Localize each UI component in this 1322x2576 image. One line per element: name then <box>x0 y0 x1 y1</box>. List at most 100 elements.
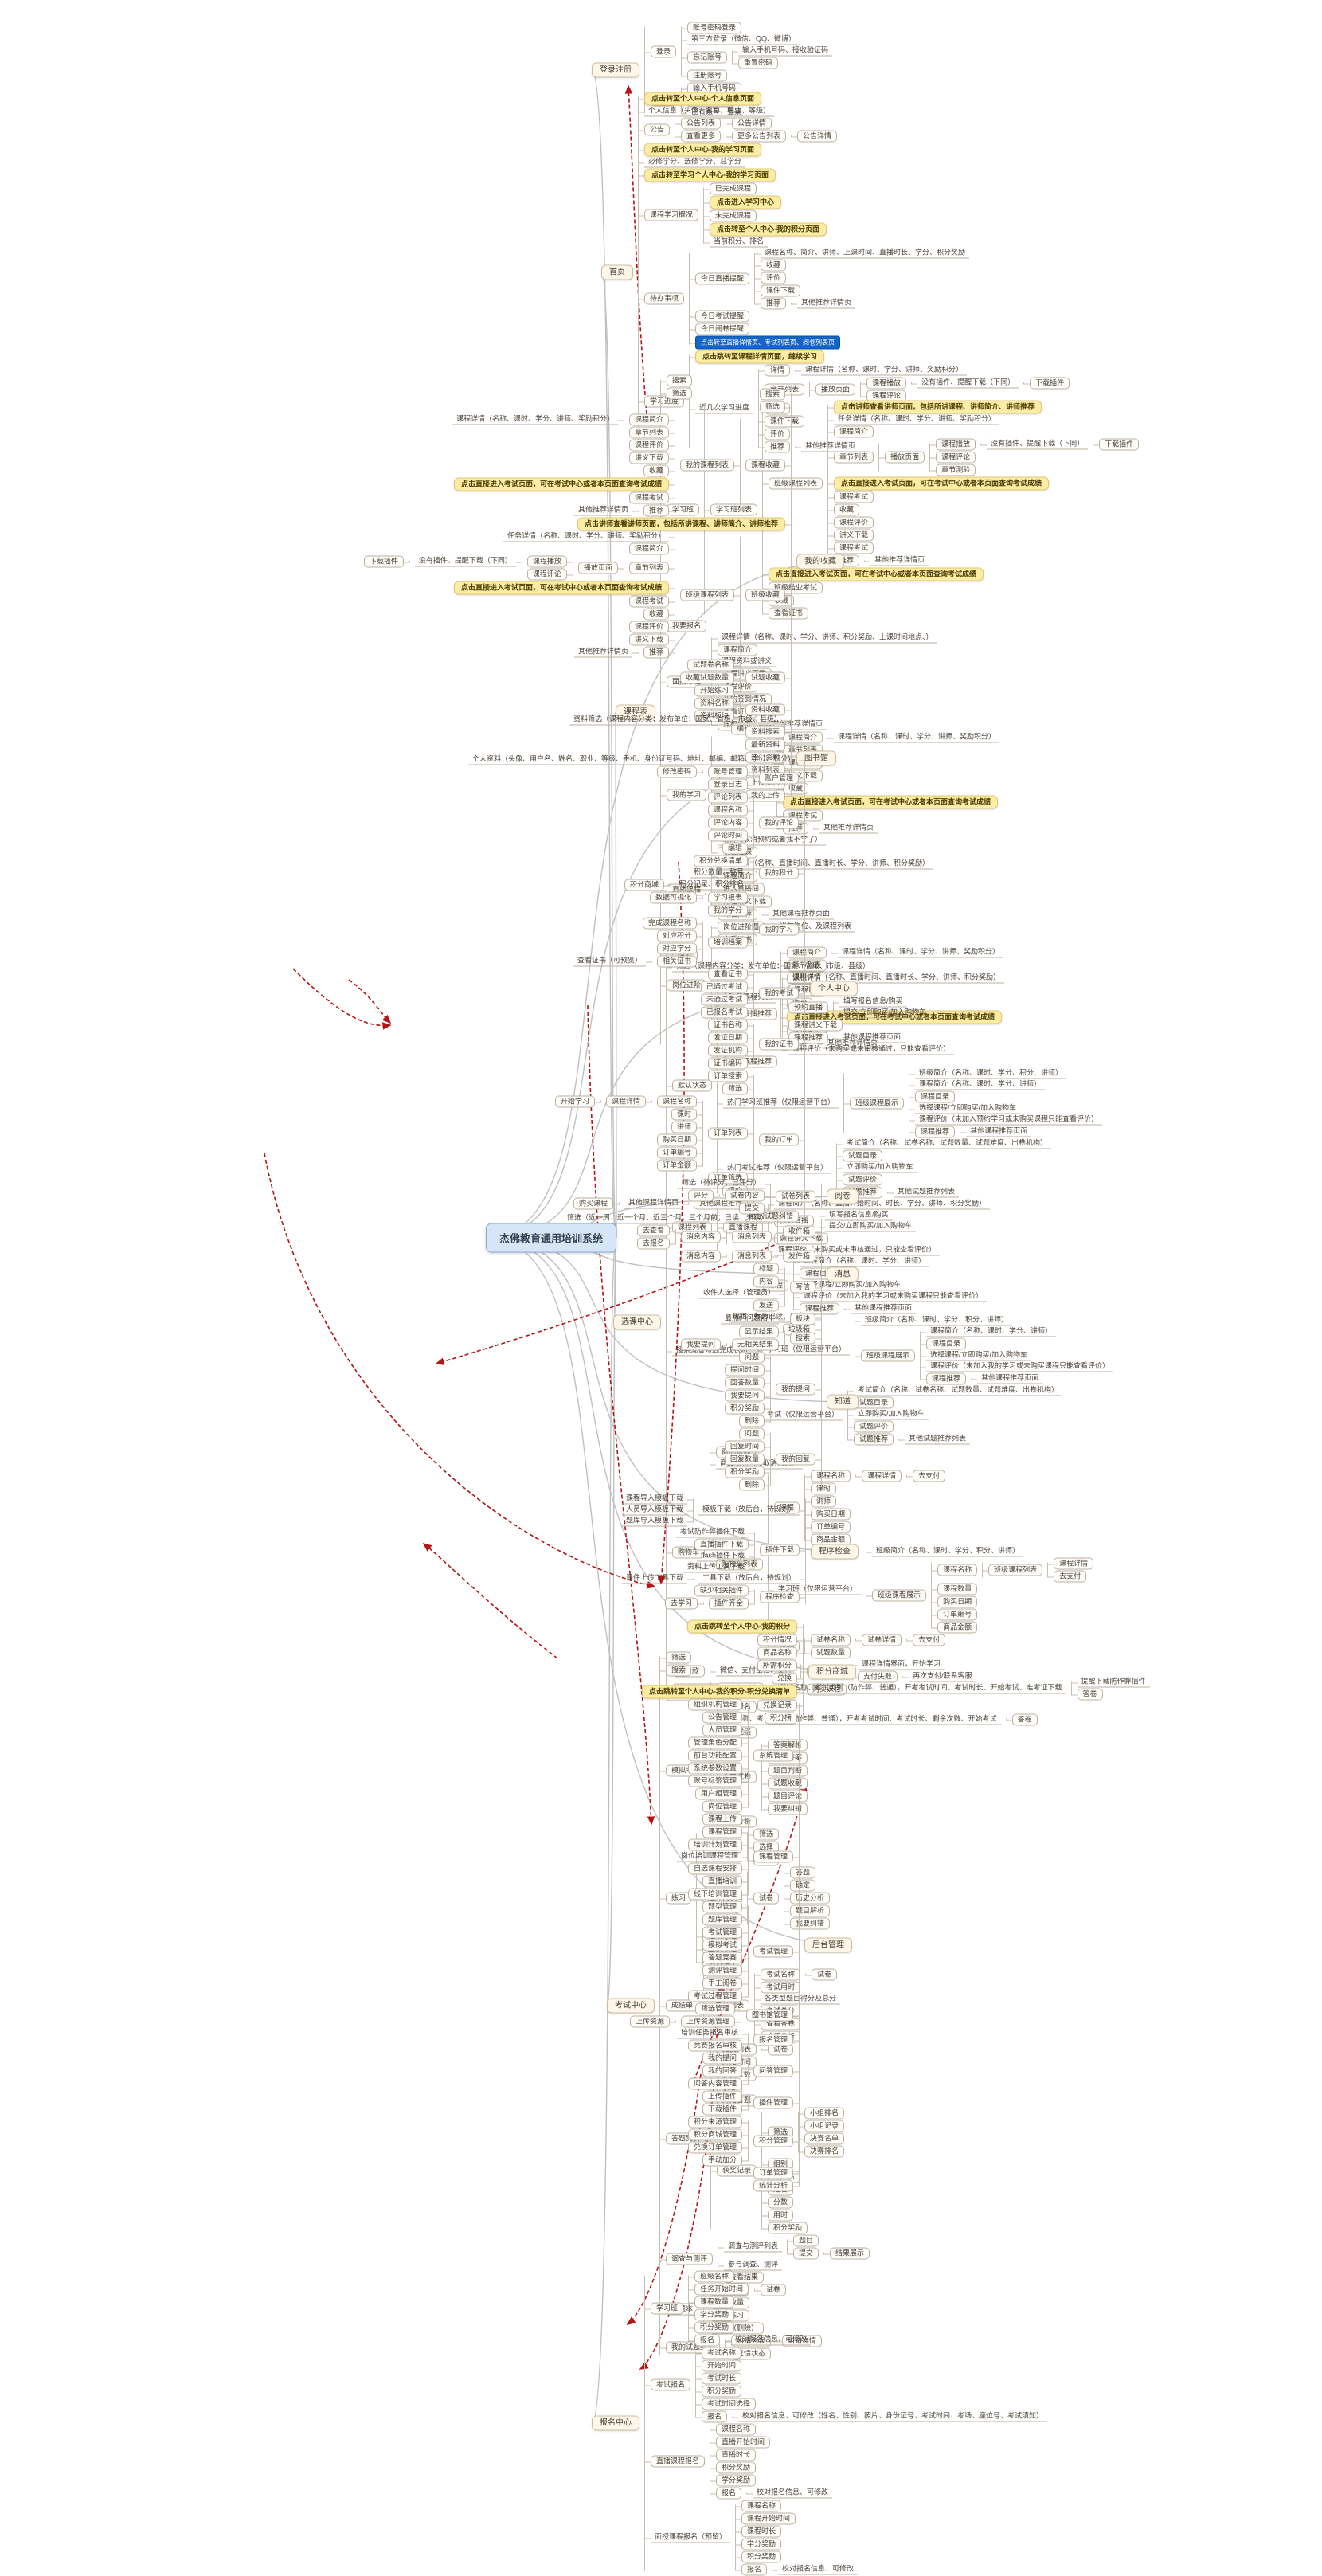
mindmap-node[interactable]: 筛选（课程内容分类；发布单位：国家、省级、市级、县级） <box>665 962 1113 973</box>
mindmap-node[interactable]: 评价 <box>758 428 1070 440</box>
mindmap-node[interactable]: 其他推荐详情页 <box>573 506 639 516</box>
mindmap-node[interactable]: 当前积分、排名 <box>703 237 827 248</box>
mindmap-node[interactable]: 课程简介（名称、课时、学分、讲师） <box>909 1080 1102 1090</box>
mindmap-node[interactable]: 更多公告列表 公告详情 <box>726 130 838 143</box>
callout-note[interactable]: 点击讲师查看讲师页面，包括所讲课程、讲师简介、讲师推荐 <box>827 400 1139 414</box>
mindmap-node[interactable]: 已报名考试 <box>700 1006 755 1019</box>
mindmap-node[interactable]: 已完成课程 <box>703 182 827 195</box>
mindmap-node[interactable]: 插件下载 考试防作弊插件下载 直播插件下载 flash插件下载 资料上传工具下载 <box>622 1528 807 1573</box>
mindmap-node[interactable]: 公告详情 <box>726 117 772 130</box>
mindmap-node[interactable]: 预约直播填写报名信息/购买提交/立即购买/加入购物车 <box>782 997 1004 1019</box>
mindmap-node[interactable]: 所需积分 <box>642 1659 804 1672</box>
mindmap-node[interactable]: 课程数量 <box>688 2296 811 2308</box>
mindmap-node[interactable]: 课程详情 开始学习 <box>554 1095 652 1108</box>
mindmap-node[interactable]: 筛选（待评分、已评分） <box>677 1179 772 1189</box>
mindmap-node[interactable]: 订单编号 <box>931 1608 1093 1621</box>
branch-topic[interactable]: 我的收藏 搜索 筛选 课程收藏 我的课程列表 课程简介 课程详情（名称、课时、学分、讲师、奖… <box>363 388 844 735</box>
mindmap-node[interactable]: 最热门问题前十 <box>720 1314 786 1325</box>
mindmap-node[interactable]: 缺少相关插件 <box>665 1584 756 1597</box>
mindmap-node[interactable]: 筛选 <box>364 401 792 413</box>
mindmap-node[interactable]: 班级课程展示 课程名称 班级课程列表 课程详情 去支付 课程数量 购买日期 订单编号 商品金额 <box>866 1557 1094 1634</box>
mindmap-node[interactable]: 证书名称 <box>707 1019 755 1032</box>
mindmap-node[interactable]: 积分管理 积分来源管理 积分商城管理 兑换订单管理 手动加分 <box>630 2116 800 2167</box>
mindmap-node[interactable]: 提问时间 <box>724 1364 772 1376</box>
mindmap-node[interactable]: 试题推荐 其他试题推荐列表 <box>847 1433 1062 1446</box>
mindmap-node[interactable]: 去报名 <box>636 1237 676 1250</box>
mindmap-node[interactable]: 课件下载 <box>758 415 1070 428</box>
mindmap-node[interactable]: 订单列表 课程名称 课程详情 开始学习 课时 讲师 购买日期 订单编号 订单金额 <box>554 1095 755 1172</box>
mindmap-node[interactable]: 显示结果 <box>681 1325 786 1338</box>
mindmap-node[interactable]: 我的积分 积分兑换清单 积分数量、称号 积分记录、积分排名 积分商城 <box>468 855 806 891</box>
mindmap-node[interactable]: 推荐其他推荐详情页 <box>452 504 676 517</box>
mindmap-node[interactable]: 播放页面 课程播放 没有插件、提醒下载（下同） 下载插件 课程评论 章节测验 <box>878 438 1140 476</box>
mindmap-node[interactable]: 课程名称 课程详情 开始学习 <box>554 1095 704 1108</box>
mindmap-node[interactable]: 课程详情（名称、课时、学分、讲师、奖励积分） <box>831 948 1004 958</box>
mindmap-node[interactable]: 提醒下载防作弊插件 <box>1070 1678 1150 1688</box>
mindmap-node[interactable]: 题型管理 <box>688 1901 749 1913</box>
mindmap-node[interactable]: 提交/立即购买/加入购物车 <box>833 1008 931 1019</box>
mindmap-node[interactable]: 必修学分、选修学分、总学分 <box>637 158 1070 168</box>
mindmap-node[interactable]: 忘记账号 输入手机号码、接收验证码 重置密码 <box>681 46 833 69</box>
mindmap-node[interactable]: 推荐其他推荐详情页 <box>758 440 1070 453</box>
mindmap-node[interactable]: 讲义下载 <box>364 633 676 646</box>
callout-link-note[interactable]: 点击转至直播详情页、考试列表页、阅卷列表页 <box>689 335 969 350</box>
mindmap-node[interactable]: 我的回答 <box>688 2065 749 2077</box>
mindmap-node[interactable]: 选择课程/立即购买/加入购物车 <box>909 1104 1102 1114</box>
mindmap-node[interactable]: 考试管理 <box>688 1926 749 1939</box>
mindmap-node[interactable]: 写信 标题 内容 收件人选择（管理员） 发送 <box>563 1263 823 1312</box>
mindmap-node[interactable]: 班级课程展示 课程简介（名称、课时、学分、讲师） 课程目录 选择课程/立即购买/加入购… <box>855 1327 1114 1385</box>
mindmap-node[interactable]: 参与调查、测评 <box>718 2261 870 2271</box>
mindmap-node[interactable]: 默认状态 热门直播推荐 课程详情（名称、直播时间、直播时长、学分、讲师、积分奖励）课… <box>665 973 1113 1199</box>
mindmap-node[interactable]: 课程考试 <box>364 595 676 608</box>
mindmap-node[interactable]: 程序检查 缺少相关插件 插件齐全 去学习 <box>622 1584 807 1610</box>
mindmap-node[interactable]: 筛选 <box>555 1082 755 1095</box>
branch-topic[interactable]: 阅卷 试卷列表 筛选（待评分、已评分） 试卷内容 评分 提交 <box>677 1179 859 1215</box>
mindmap-node[interactable]: 对应积分 <box>573 930 704 942</box>
mindmap-node[interactable]: 公告详情 <box>791 130 838 143</box>
mindmap-node[interactable]: 我的学分 <box>573 904 755 917</box>
mindmap-node[interactable]: 评论内容 <box>707 816 755 829</box>
mindmap-node[interactable]: 手工阅卷 <box>688 1977 749 1990</box>
branch-topic[interactable]: 知道 板块 最热门问题前十 搜索 显示结果 无相关结果 我要提问 我的提问 问题 提问时间 回答数量… <box>680 1313 859 1491</box>
mindmap-node[interactable]: 已通过考试 <box>700 981 755 993</box>
mindmap-node[interactable]: 板块 最热门问题前十 <box>681 1313 823 1325</box>
mindmap-node[interactable]: 购买日期 <box>555 1133 704 1146</box>
mindmap-node[interactable]: 其他试题推荐列表 <box>887 1188 960 1198</box>
mindmap-node[interactable]: 去学习 <box>664 1597 704 1610</box>
mindmap-node[interactable]: 组织机构管理 <box>687 1698 749 1711</box>
callout-note[interactable]: 点击跳转至个人中心-我的积分 <box>642 1619 804 1634</box>
mindmap-node[interactable]: 课程简介 <box>364 542 676 555</box>
mindmap-node[interactable]: 回复数量 <box>724 1453 772 1466</box>
mindmap-node[interactable]: 课程评价（未购买或未审核通过，只能查看评价） <box>782 1045 1004 1055</box>
mindmap-node[interactable]: 筛选 <box>659 387 1139 400</box>
mindmap-node[interactable]: 班级课程展示 班级简介（名称、课时、学分、积分、讲师） 课程简介（名称、课时、学分、… <box>843 1069 1103 1138</box>
mindmap-node[interactable]: 未完成课程 <box>703 209 827 222</box>
mindmap-node[interactable]: 积分奖励 <box>710 2461 832 2474</box>
mindmap-node[interactable]: 校对报名信息、可修改 <box>772 2565 859 2575</box>
mindmap-node[interactable]: 岗位培训课程管理 <box>676 1852 749 1862</box>
mindmap-node[interactable]: 试题目录 <box>847 1396 1062 1409</box>
mindmap-node[interactable]: 账号密码登录 <box>681 22 832 34</box>
mindmap-node[interactable]: 个人信息（头像、名称、职业、等级） <box>637 107 1070 117</box>
mindmap-node[interactable]: 今日阅卷提醒 <box>689 323 969 335</box>
mindmap-node[interactable]: 输入手机号码、接收验证码 <box>732 46 833 57</box>
mindmap-node[interactable]: 课程详情 <box>1047 1557 1094 1570</box>
mindmap-node[interactable]: 章节列表 <box>780 959 1003 972</box>
mindmap-node[interactable]: 模板下载（放后台，待规划） 课程导入模板下载 人员导入模板下载 题库导入模板下载 <box>621 1494 807 1527</box>
mindmap-node[interactable]: 班级收藏 班级课程列表 任务详情（名称、课时、学分、讲师、奖励积分） 课程简介 章节列表… <box>363 532 792 659</box>
mindmap-node[interactable]: 购物车商品筛选商品编辑（可取消购买）购物车列表课程课程名称课程详情去支付课时讲师… <box>665 1446 1113 1659</box>
mindmap-node[interactable]: 学习进度 点击跳转至课程详情页面，继续学习 近几次学习进度 详情 课程详情（名称、课时、… <box>637 350 1070 453</box>
mindmap-node[interactable]: 讲师 <box>555 1121 704 1133</box>
mindmap-node[interactable]: 课程名称 班级课程列表 课程详情 去支付 <box>931 1557 1094 1583</box>
mindmap-node[interactable]: 课程学习概况 已完成课程 点击进入学习中心 未完成课程 点击转至个人中心-我的积分页面当… <box>637 182 1070 248</box>
mindmap-node[interactable]: 未通过考试 <box>700 993 755 1006</box>
mindmap-node[interactable]: 订单金额 <box>555 1159 704 1172</box>
mindmap-node[interactable]: 热门学习班推荐（仅限运营平台） 班级课程展示 班级简介（名称、课时、学分、积分、讲师… <box>717 1069 1103 1138</box>
mindmap-node[interactable]: 试卷内容 评分 <box>678 1189 772 1202</box>
mindmap-node[interactable]: 面授课程课程详情（名称、课时、学分、讲师、积分奖励、上课时间地点、）课程简介课程… <box>659 633 1139 731</box>
mindmap-node[interactable]: 积分数量、称号 <box>624 868 755 879</box>
mindmap-node[interactable]: 收藏 <box>452 464 676 477</box>
mindmap-node[interactable]: 我的学习 学习报表 数据可视化 我的学分 培训档案 完成课程名称 对应积分 对应学分 相关证书查… <box>468 891 806 968</box>
mindmap-node[interactable]: 系统参数设置 <box>687 1762 749 1775</box>
mindmap-node[interactable]: 考试时间选择 <box>695 2398 1047 2410</box>
